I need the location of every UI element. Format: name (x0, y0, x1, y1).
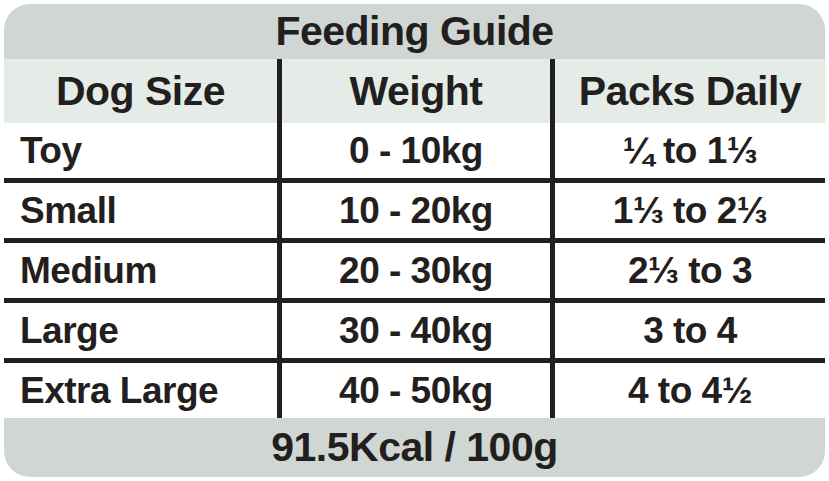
title-band: Feeding Guide (4, 4, 825, 59)
table-row-medium: Medium 20 - 30kg 2⅓ to 3 (4, 238, 825, 298)
packs-daily-value: 4 to 4½ (550, 363, 825, 418)
weight-value: 40 - 50kg (277, 363, 550, 418)
footer-band: 91.5Kcal / 100g (4, 418, 825, 477)
dog-size-value: Medium (4, 243, 277, 298)
table-row-small: Small 10 - 20kg 1⅓ to 2⅓ (4, 178, 825, 238)
dog-size-value: Extra Large (4, 363, 277, 418)
dog-size-value: Large (4, 303, 277, 358)
weight-value: 20 - 30kg (277, 243, 550, 298)
column-header-dog-size: Dog Size (4, 59, 277, 123)
feeding-guide-card: Feeding Guide Dog Size Weight Packs Dail… (4, 4, 825, 477)
table-row-extra-large: Extra Large 40 - 50kg 4 to 4½ (4, 358, 825, 418)
card-title: Feeding Guide (275, 8, 553, 55)
column-header-weight: Weight (277, 59, 550, 123)
packs-daily-value: ¼ to 1⅓ (550, 123, 825, 178)
dog-size-value: Small (4, 183, 277, 238)
weight-value: 10 - 20kg (277, 183, 550, 238)
weight-value: 30 - 40kg (277, 303, 550, 358)
table-row-toy: Toy 0 - 10kg ¼ to 1⅓ (4, 123, 825, 178)
column-header-packs-daily: Packs Daily (550, 59, 825, 123)
packs-daily-value: 1⅓ to 2⅓ (550, 183, 825, 238)
packs-daily-value: 3 to 4 (550, 303, 825, 358)
table-row-large: Large 30 - 40kg 3 to 4 (4, 298, 825, 358)
weight-value: 0 - 10kg (277, 123, 550, 178)
calorie-note: 91.5Kcal / 100g (271, 424, 558, 471)
table-header-row: Dog Size Weight Packs Daily (4, 59, 825, 123)
dog-size-value: Toy (4, 123, 277, 178)
packs-daily-value: 2⅓ to 3 (550, 243, 825, 298)
